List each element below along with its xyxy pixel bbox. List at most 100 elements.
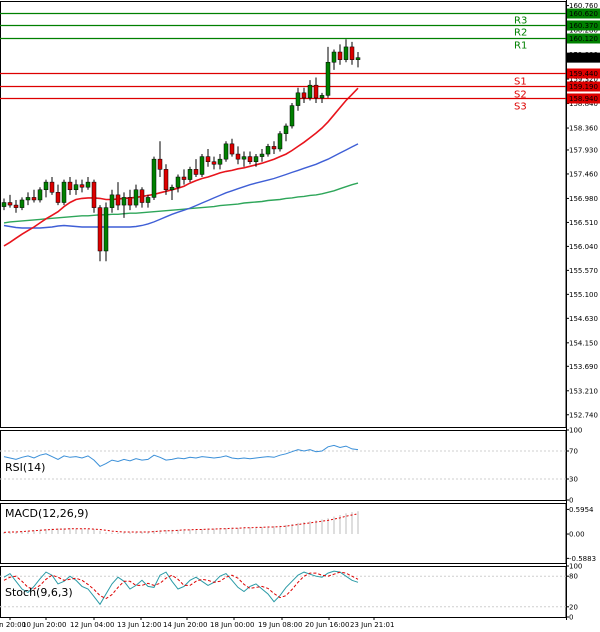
level-price-label-s1: 159.440 <box>569 70 598 78</box>
level-price-label-r3: 160.620 <box>569 10 598 18</box>
candle-up <box>109 194 115 208</box>
time-tick-label: 10 Jun 20:00 <box>22 621 66 629</box>
candle-down <box>115 194 121 206</box>
candle-down <box>67 181 73 191</box>
candle-up <box>289 105 295 127</box>
current-price-box <box>567 52 600 63</box>
candle-up <box>253 156 259 162</box>
panel-frame-rsi <box>0 430 567 501</box>
candle-down <box>157 158 163 170</box>
candle-up <box>1 202 7 207</box>
level-price-label-r2: 160.370 <box>569 22 598 30</box>
rsi-line <box>3 444 359 468</box>
candle-up <box>103 207 109 252</box>
candle-up <box>169 186 175 191</box>
level-price-box-r3 <box>567 8 600 19</box>
price-tick-label: 154.630 <box>569 315 598 323</box>
candle-up <box>217 158 223 165</box>
time-tick-label: 14 Jun 20:00 <box>163 621 207 629</box>
candle-down <box>229 143 235 155</box>
candle-up <box>61 181 67 203</box>
price-tick-label: 153.690 <box>569 363 598 371</box>
macd-tick-label: 0.00 <box>569 531 585 539</box>
stoch-tick-label: 80 <box>569 573 578 581</box>
price-tick-label: 154.150 <box>569 339 598 347</box>
macd-tick-label: 0.5954 <box>569 506 594 514</box>
rsi-tick-label: 70 <box>569 448 578 456</box>
candle-up <box>25 197 31 201</box>
candle-down <box>349 46 355 60</box>
candle-down <box>235 153 241 160</box>
candle-up <box>223 143 229 160</box>
candle-down <box>79 184 85 188</box>
candle-up <box>85 181 91 188</box>
time-tick-label: 12 Jun 04:00 <box>70 621 114 629</box>
candle-down <box>55 192 61 203</box>
level-price-box-s3 <box>567 93 600 104</box>
level-name-s2: S2 <box>514 90 527 101</box>
time-tick-label: 19 Jun 08:00 <box>258 621 302 629</box>
price-tick-label: 156.510 <box>569 219 598 227</box>
level-price-label-s3: 158.940 <box>569 95 598 103</box>
candle-up <box>331 51 337 63</box>
level-name-r3: R3 <box>514 16 527 27</box>
price-tick-label: 158.360 <box>569 125 598 133</box>
stoch-tick-label: 100 <box>569 563 582 571</box>
price-tick-label: 152.740 <box>569 411 598 419</box>
candle-up <box>145 197 151 203</box>
level-price-box-s1 <box>567 68 600 79</box>
macd-tick-label: -0.5883 <box>569 555 596 563</box>
price-tick-label: 160.760 <box>569 2 598 10</box>
candle-up <box>241 156 247 160</box>
level-name-s1: S1 <box>514 77 527 88</box>
panel-frame-main <box>0 1 567 428</box>
rsi-tick-label: 0 <box>569 497 573 505</box>
candle-down <box>163 169 169 191</box>
candle-down <box>247 156 253 162</box>
candle-up <box>187 169 193 180</box>
candle-up <box>283 125 289 134</box>
candle-up <box>307 84 313 99</box>
price-tick-label: 160.280 <box>569 27 598 35</box>
candle-up <box>259 153 265 157</box>
candle-down <box>31 197 37 201</box>
ma-mid-line <box>3 143 359 229</box>
macd-signal-line <box>3 513 359 533</box>
candle-up <box>319 95 325 99</box>
candle-up <box>175 176 181 188</box>
time-tick-label: 9 Jun 20:00 <box>0 621 26 629</box>
level-name-r1: R1 <box>514 41 527 52</box>
price-tick-label: 155.570 <box>569 267 598 275</box>
stoch-d-line <box>3 571 359 600</box>
level-price-box-r2 <box>567 20 600 31</box>
rsi-tick-label: 30 <box>569 476 578 484</box>
candle-down <box>271 146 277 150</box>
stoch-title: Stoch(9,6,3) <box>5 586 73 599</box>
candle-up <box>37 189 43 201</box>
candle-up <box>355 57 361 60</box>
candle-down <box>205 156 211 162</box>
candle-down <box>301 92 307 99</box>
level-price-box-r1 <box>567 33 600 44</box>
ma-slow-line <box>3 182 359 224</box>
price-tick-label: 156.040 <box>569 243 598 251</box>
candle-down <box>181 176 187 180</box>
current-price-label: 159.740 <box>569 54 598 62</box>
price-tick-label: 153.210 <box>569 387 598 395</box>
price-tick-label: 157.460 <box>569 170 598 178</box>
rsi-tick-label: 100 <box>569 427 582 435</box>
candle-up <box>133 189 139 206</box>
candle-down <box>127 197 133 206</box>
candle-down <box>313 84 319 99</box>
candle-up <box>265 146 271 155</box>
candle-down <box>337 51 343 60</box>
candle-up <box>199 156 205 175</box>
candle-down <box>49 181 55 193</box>
stoch-k-line <box>3 570 359 606</box>
candle-up <box>121 197 127 206</box>
time-tick-label: 18 Jun 00:00 <box>210 621 254 629</box>
candle-down <box>91 181 97 208</box>
candle-down <box>97 207 103 252</box>
price-tick-label: 156.980 <box>569 195 598 203</box>
